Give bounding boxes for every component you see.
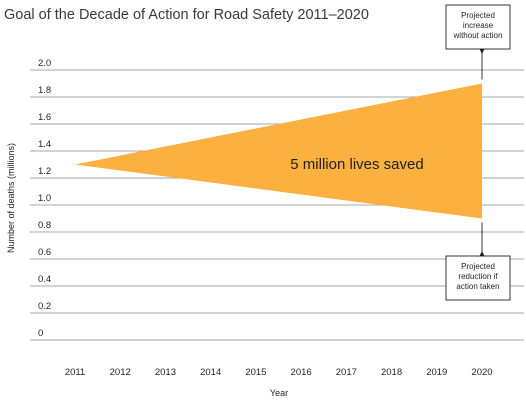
callout-box xyxy=(445,255,511,301)
lives-saved-band xyxy=(75,83,482,219)
y-tick-label: 1.4 xyxy=(38,139,51,150)
y-tick-label: 1.6 xyxy=(38,112,51,123)
callout-text-line: without action xyxy=(453,31,503,40)
x-tick-label: 2018 xyxy=(381,367,402,378)
y-tick-label: 0.8 xyxy=(38,220,51,231)
band-layer: 5 million lives saved xyxy=(75,83,482,219)
callout-box xyxy=(445,4,511,50)
x-tick-label: 2017 xyxy=(336,367,357,378)
x-tick-label: 2019 xyxy=(426,367,447,378)
x-tick-label: 2013 xyxy=(155,367,176,378)
y-tick-label: 0.4 xyxy=(38,274,51,285)
callout-text-line: Projected xyxy=(461,11,495,20)
y-tick-label: 1.0 xyxy=(38,193,51,204)
y-axis-label: Number of deaths (millions) xyxy=(6,143,16,253)
x-tick-label: 2016 xyxy=(291,367,312,378)
x-tick-label: 2012 xyxy=(110,367,131,378)
x-axis-label: Year xyxy=(270,388,288,398)
callout-text-line: Projected xyxy=(461,262,495,271)
y-tick-label: 0 xyxy=(38,328,43,339)
y-tick-label: 1.8 xyxy=(38,85,51,96)
band-label: 5 million lives saved xyxy=(290,156,423,173)
callout-text-line: increase xyxy=(463,21,494,30)
y-tick-label: 0.6 xyxy=(38,247,51,258)
y-tick-label: 1.2 xyxy=(38,166,51,177)
x-tick-label: 2015 xyxy=(245,367,266,378)
y-tick-label: 2.0 xyxy=(38,58,51,69)
callout-arrow xyxy=(479,251,485,256)
callout-text-line: action taken xyxy=(456,282,499,291)
x-tick-label: 2020 xyxy=(471,367,492,378)
callout-text-line: reduction if xyxy=(458,272,498,281)
x-tick-label: 2011 xyxy=(65,367,85,378)
callout-arrow xyxy=(479,49,485,54)
x-tick-labels: 2011 2012 2013 2014 2015 2016 2017 2018 2019 2020 xyxy=(65,367,493,378)
chart-title: Goal of the Decade of Action for Road Sa… xyxy=(4,7,369,23)
x-tick-label: 2014 xyxy=(200,367,221,378)
y-tick-labels: 0 0.2 0.4 0.6 0.8 1.0 1.2 1.4 1.6 1.8 2.0 xyxy=(38,58,51,339)
y-tick-label: 0.2 xyxy=(38,301,51,312)
